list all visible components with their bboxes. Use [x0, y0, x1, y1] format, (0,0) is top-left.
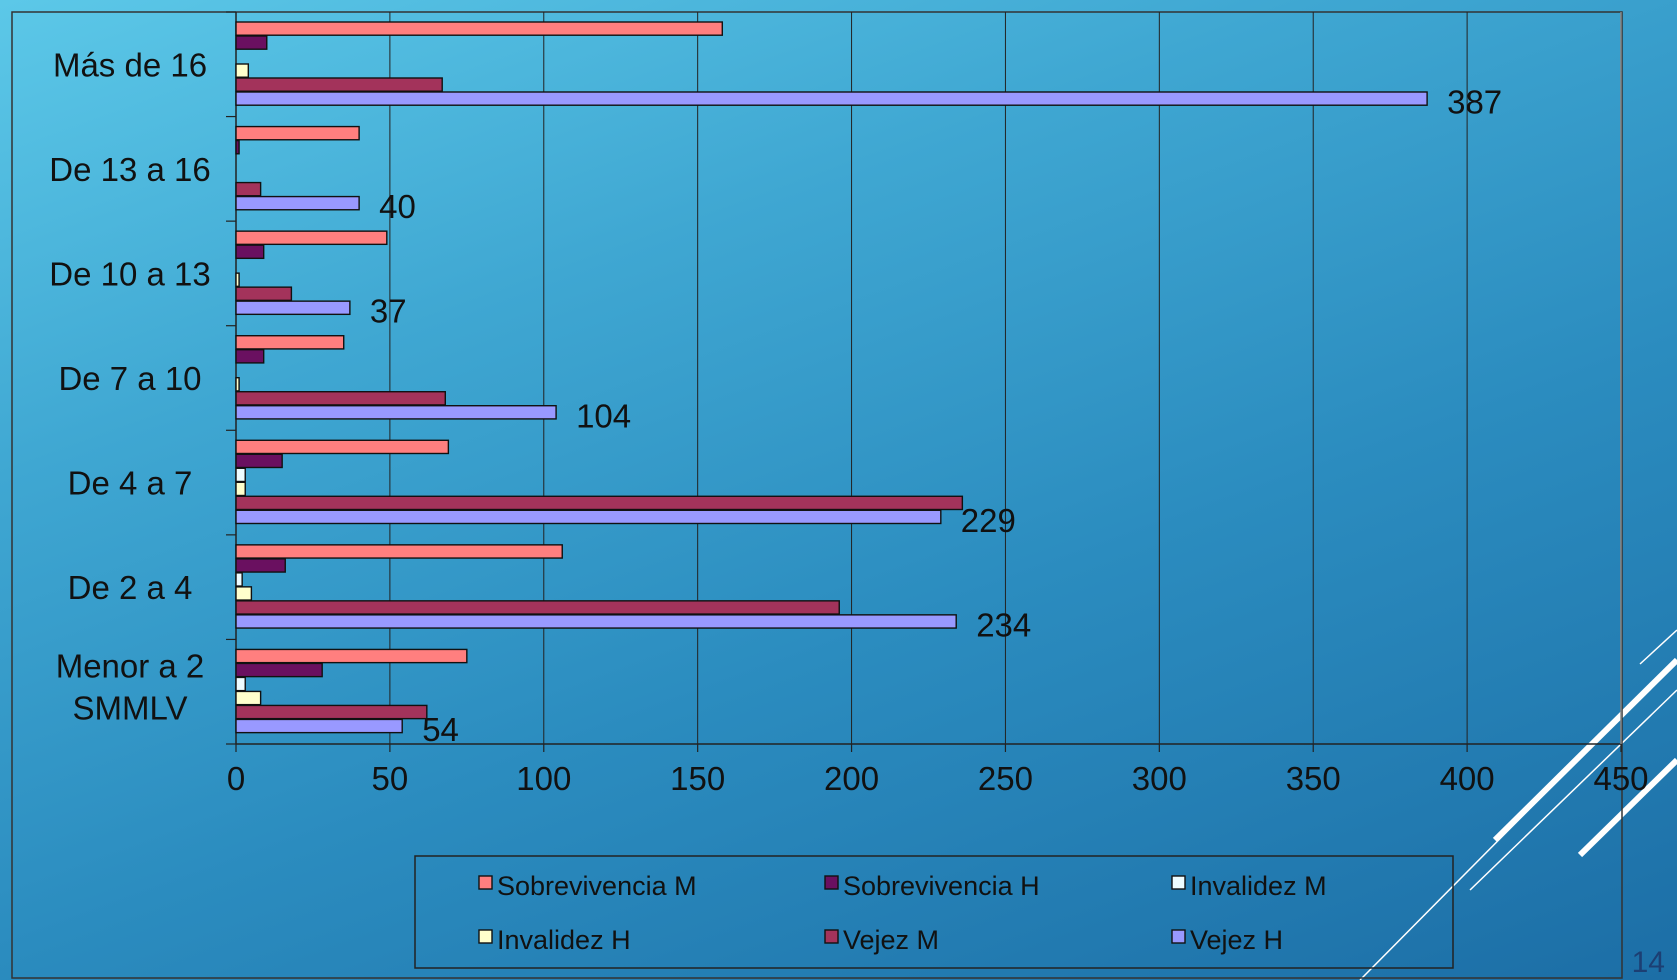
data-label: 37	[370, 293, 407, 330]
bar	[235, 676, 246, 692]
legend-label: Sobrevivencia M	[497, 871, 697, 901]
bar	[235, 349, 265, 364]
bar	[235, 600, 840, 615]
bar	[235, 230, 388, 246]
category-label: De 7 a 10	[58, 360, 201, 397]
category-label: De 4 a 7	[68, 465, 193, 502]
data-labels: 387 40 37 104 229 234 54	[370, 84, 1502, 748]
data-label: 234	[976, 606, 1031, 643]
bar	[235, 662, 323, 678]
category-label: Menor a 2 SMMLV	[56, 648, 205, 727]
bar	[235, 335, 345, 350]
bar	[235, 704, 428, 720]
bar	[235, 139, 240, 155]
bar	[235, 391, 446, 406]
bar	[235, 91, 1428, 106]
bar	[235, 244, 265, 260]
x-tick-label: 450	[1593, 760, 1648, 797]
category-label: De 13 a 16	[49, 151, 210, 188]
bar	[235, 572, 243, 587]
legend-label: Invalidez M	[1190, 871, 1327, 901]
x-tick-label: 50	[372, 760, 409, 797]
x-tick-label: 150	[670, 760, 725, 797]
bar	[235, 558, 286, 573]
x-tick-label: 400	[1440, 760, 1495, 797]
bar	[235, 300, 351, 316]
legend: Sobrevivencia M Sobrevivencia H Invalidez …	[414, 855, 1454, 969]
deco-line-5	[1359, 659, 1677, 980]
legend-label: Vejez H	[1190, 925, 1283, 955]
bar	[235, 509, 942, 525]
category-label: De 2 a 4	[68, 569, 193, 606]
bar	[235, 718, 403, 734]
deco-line-3	[1469, 689, 1677, 891]
page-number: 14	[1631, 946, 1665, 979]
x-tick-label: 200	[824, 760, 879, 797]
legend-box	[414, 855, 1454, 969]
bar	[235, 377, 240, 392]
legend-swatch	[1171, 929, 1186, 944]
bar	[235, 405, 557, 420]
bar	[235, 286, 293, 302]
bar	[235, 63, 250, 78]
legend-swatch	[824, 875, 839, 890]
category-label: De 10 a 13	[49, 255, 210, 292]
bar	[235, 77, 443, 92]
category-labels: Más de 16 De 13 a 16 De 10 a 13 De 7 a 10 De…	[49, 46, 210, 726]
bar	[235, 586, 253, 601]
legend-swatch	[1171, 875, 1186, 890]
bar	[235, 495, 964, 511]
data-label: 387	[1447, 84, 1502, 121]
bar	[235, 272, 240, 288]
bars	[235, 21, 1428, 734]
bar	[235, 467, 246, 483]
x-tick-labels: 0 50 100 150 200 250 300 350 400 450	[227, 760, 1649, 797]
bar	[235, 481, 246, 497]
decorative-lines	[1359, 629, 1677, 980]
data-label: 229	[961, 502, 1016, 539]
deco-line-4	[1577, 757, 1677, 858]
data-label: 40	[379, 188, 416, 225]
data-label: 54	[422, 711, 459, 748]
category-label: Más de 16	[53, 46, 207, 83]
bar	[235, 195, 360, 211]
legend-swatch	[478, 875, 493, 890]
bar	[235, 439, 450, 455]
deco-line-1	[1639, 629, 1677, 665]
bar	[235, 181, 262, 197]
bar	[235, 648, 468, 664]
legend-label: Sobrevivencia H	[843, 871, 1040, 901]
legend-swatch	[824, 929, 839, 944]
x-tick-label: 350	[1286, 760, 1341, 797]
x-tick-label: 100	[516, 760, 571, 797]
x-tick-label: 300	[1132, 760, 1187, 797]
legend-label: Invalidez H	[497, 925, 631, 955]
legend-label: Vejez M	[843, 925, 939, 955]
grid-lines	[226, 11, 1622, 752]
bar	[235, 35, 268, 50]
x-tick-label: 250	[978, 760, 1033, 797]
bar	[235, 21, 723, 36]
bar	[235, 453, 283, 469]
legend-swatch	[478, 929, 493, 944]
bar	[235, 690, 262, 706]
bar	[235, 614, 957, 629]
data-label: 104	[576, 397, 631, 434]
bar	[235, 125, 360, 141]
x-tick-label: 0	[227, 760, 245, 797]
chart-frame	[11, 11, 1623, 979]
bar	[235, 544, 563, 559]
